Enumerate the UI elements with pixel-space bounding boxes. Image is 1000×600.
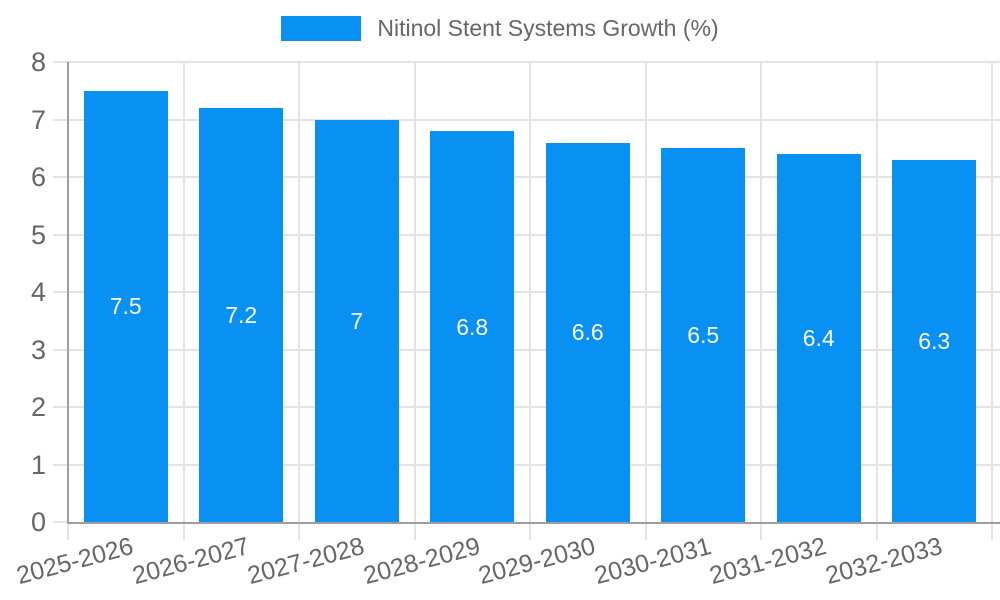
- x-tick: [298, 522, 300, 540]
- x-gridline: [529, 62, 531, 522]
- x-axis-tick-label: 2025-2026: [13, 532, 137, 591]
- x-gridline: [182, 62, 185, 522]
- y-tick: [53, 406, 68, 408]
- bar[interactable]: [314, 119, 399, 522]
- x-gridline: [991, 62, 993, 522]
- x-axis-tick-label: 2029-2030: [475, 532, 599, 591]
- bar-value-label: 6.4: [802, 325, 835, 351]
- x-tick: [529, 522, 531, 540]
- x-tick: [182, 522, 185, 540]
- x-gridline: [760, 62, 762, 522]
- y-gridline: [68, 118, 1000, 121]
- y-tick: [53, 521, 68, 523]
- y-axis-tick-label: 5: [30, 219, 46, 250]
- bar[interactable]: [199, 108, 284, 522]
- bar[interactable]: [661, 148, 746, 522]
- y-gridline: [68, 233, 1000, 236]
- x-axis-tick-label: 2030-2031: [591, 532, 714, 591]
- x-axis-tick-label: 2027-2028: [244, 532, 368, 591]
- bar-value-label: 6.6: [571, 319, 604, 346]
- x-gridline: [644, 62, 647, 522]
- x-tick: [67, 522, 69, 540]
- x-tick: [760, 522, 762, 540]
- y-axis-tick-label: 3: [30, 334, 46, 365]
- y-tick: [53, 176, 68, 178]
- x-tick: [991, 522, 993, 540]
- legend-label: Nitinol Stent Systems Growth (%): [377, 15, 719, 41]
- y-axis-tick-label: 6: [30, 162, 46, 192]
- y-tick: [53, 348, 68, 351]
- bar-value-label: 7: [350, 307, 364, 334]
- bar[interactable]: [430, 131, 515, 522]
- y-tick: [53, 61, 68, 63]
- bar[interactable]: [776, 154, 861, 522]
- bar[interactable]: [545, 142, 630, 522]
- bar[interactable]: [892, 159, 977, 522]
- y-gridline: [68, 176, 1000, 178]
- y-tick: [53, 233, 68, 236]
- y-tick: [53, 463, 68, 466]
- x-axis-line: [67, 522, 1000, 524]
- y-gridline: [68, 348, 1000, 351]
- x-axis-tick-label: 2028-2029: [360, 532, 483, 591]
- y-axis-tick-label: 1: [30, 449, 46, 480]
- y-axis-tick-label: 4: [30, 277, 46, 307]
- x-gridline: [298, 62, 300, 522]
- y-gridline: [68, 61, 1000, 63]
- x-axis-tick-label: 2026-2027: [129, 532, 252, 591]
- y-axis-tick-label: 7: [30, 104, 46, 135]
- y-gridline: [68, 291, 1000, 293]
- bar-value-label: 6.5: [687, 322, 720, 349]
- y-gridline: [68, 406, 1000, 408]
- legend[interactable]: Nitinol Stent Systems Growth (%): [0, 16, 1000, 41]
- x-axis-tick-label: 2032-2033: [822, 532, 945, 591]
- bar-value-label: 6.8: [456, 313, 489, 340]
- y-tick: [53, 291, 68, 293]
- y-gridline: [68, 463, 1000, 466]
- bar-value-label: 6.3: [918, 327, 951, 354]
- x-tick: [644, 522, 647, 540]
- x-tick: [413, 522, 416, 540]
- bar-value-label: 7.2: [225, 302, 258, 328]
- y-tick: [53, 118, 68, 121]
- x-axis-tick-label: 2031-2032: [706, 532, 830, 591]
- y-axis-line: [67, 62, 69, 524]
- bar[interactable]: [83, 90, 168, 522]
- bar-value-label: 7.5: [109, 293, 142, 320]
- x-gridline: [875, 62, 878, 522]
- x-gridline: [413, 62, 416, 522]
- y-axis-tick-label: 2: [30, 392, 46, 422]
- legend-swatch: [281, 16, 362, 41]
- y-axis-tick-label: 8: [30, 47, 46, 77]
- y-axis-tick-label: 0: [30, 507, 46, 537]
- x-tick: [875, 522, 878, 540]
